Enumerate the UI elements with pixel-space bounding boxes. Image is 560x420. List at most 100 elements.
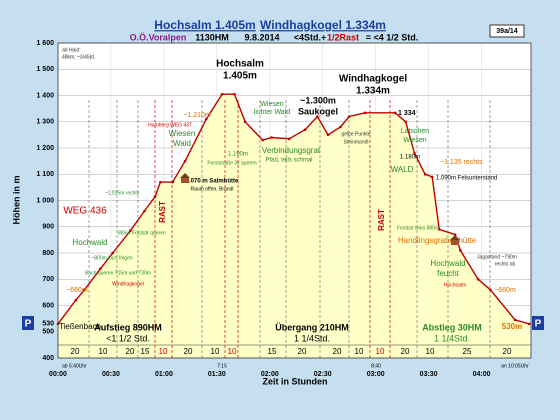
annotation: an 10:05Uhr [501, 363, 529, 369]
duration-label: 10 [99, 347, 108, 356]
tag-box [489, 24, 525, 38]
annotation: <1 1/2 Std. [106, 333, 150, 343]
annotation: 1.090m Felsunterstand [436, 176, 497, 182]
y-tick-label: 1 100 [36, 171, 54, 178]
title: Windhagkogel 1.334m [260, 18, 386, 32]
annotation: gelbe Punkte [341, 131, 370, 137]
annotation: Forststraße 3x queren [207, 160, 256, 166]
annotation: Bach queren 715m und 730m [85, 270, 151, 276]
annotation: Übergang 210HM [275, 322, 349, 332]
hut-icon [181, 178, 189, 183]
waypoint [183, 159, 187, 163]
waypoint [453, 233, 457, 236]
annotation: Hamberg WEG 437 [148, 122, 192, 128]
y-tick-label: 1 500 [36, 66, 54, 73]
duration-label: 20 [184, 347, 193, 356]
annotation: 1.405m [223, 71, 257, 82]
waypoint [261, 138, 265, 142]
y-tick-label: 1 200 [36, 145, 54, 152]
y-tick-label: 400 [42, 355, 54, 362]
annotation: Pfad, teils schmal [265, 158, 312, 164]
annotation: RAST [158, 201, 167, 223]
duration-label: 10 [228, 347, 237, 356]
x-axis-title: Zeit in Stunden [263, 376, 328, 386]
waypoint [83, 288, 86, 292]
annotation: Saukogel [298, 106, 338, 116]
annotation: lichter Wald [254, 109, 290, 116]
x-tick-label: 00:30 [102, 371, 120, 378]
waypoint [459, 249, 462, 252]
annotation: 48km; ~3/45td. [62, 54, 95, 60]
profile: 20 10 20 15 10 20 10 10 15 20 20 10 10 20 10 25 20 [56, 92, 531, 358]
subtitle-part: O.Ö.Voralpen [130, 32, 187, 42]
duration-label: 25 [463, 347, 472, 356]
duration-label: 10 [426, 347, 435, 356]
duration-label: 20 [298, 347, 307, 356]
waypoint [303, 128, 307, 131]
waypoint [74, 298, 77, 302]
y-tick-label: 530 [42, 321, 54, 328]
x-tick-label: 01:00 [155, 371, 173, 378]
annotation: ~800m kurz folgen [91, 255, 132, 261]
annotation: WALD [391, 165, 414, 174]
annotation: Steinmandl [343, 139, 368, 145]
title: Hochsalm 1.405m [154, 18, 255, 32]
annotation: Jagastand ~790m [477, 254, 517, 260]
annotation: Abstieg 30HM [422, 322, 482, 332]
waypoint [243, 120, 247, 124]
parking-box [532, 316, 544, 330]
x-tick-label: 00:00 [49, 371, 67, 378]
waypoint [437, 228, 441, 231]
header: Hochsalm 1.405m Windhagkogel 1.334m O.Ö.Vo… [130, 18, 525, 42]
waypoint [513, 318, 517, 322]
annotation: 1.334m [356, 86, 390, 97]
waypoint [527, 322, 531, 326]
plot-frame [57, 42, 532, 359]
duration-label: 15 [268, 347, 277, 356]
duration-label: 20 [503, 347, 512, 356]
annotation: ~1.135 rechts [440, 159, 483, 166]
waypoint [270, 136, 273, 139]
waypoint [99, 267, 102, 271]
annotation: 885m Forststr queren [118, 230, 166, 236]
tag: 39a/14 [496, 28, 518, 35]
annotation: 8:40 [371, 363, 381, 369]
annotation: Tießenbach [59, 322, 101, 331]
y-tick-label: 1 400 [36, 92, 54, 99]
annotation: Windhagkogel [112, 281, 144, 287]
annotation: Hochsalm [444, 282, 466, 288]
waypoint [233, 92, 236, 96]
waypoint [347, 115, 351, 118]
hut-icon [180, 173, 190, 178]
waypoint [413, 151, 416, 155]
waypoint [430, 175, 434, 179]
annotation: Forststr links 880m [397, 225, 439, 231]
waypoint [153, 195, 157, 198]
y-tick-label: 500 [42, 329, 54, 336]
waypoint [143, 209, 146, 213]
waypoint [316, 115, 319, 118]
duration-label: 10 [211, 347, 220, 356]
parking-box [22, 316, 34, 330]
waypoint [326, 133, 330, 137]
waypoint [287, 137, 291, 141]
annotation: ~1.015m rechts [105, 190, 140, 196]
duration-label: 10 [355, 347, 364, 356]
y-tick-label: 700 [42, 276, 54, 283]
waypoint [111, 251, 115, 255]
y-tick-label: 600 [42, 302, 54, 309]
waypoint [423, 172, 427, 176]
annotation: 1 1/4Std. [434, 333, 470, 343]
annotation: Hochsalm [216, 59, 264, 70]
annotation: 7:15 [217, 363, 227, 369]
duration-label: 20 [126, 347, 135, 356]
waypoint [159, 180, 162, 184]
annotation: Raum offen, Brandl [191, 186, 234, 192]
y-tick-label: 800 [42, 250, 54, 257]
annotation: ~1.210m [183, 112, 211, 119]
hut-icon [451, 240, 459, 245]
x-tick-label: 04:00 [473, 371, 491, 378]
annotation: Hochwald [430, 259, 465, 268]
